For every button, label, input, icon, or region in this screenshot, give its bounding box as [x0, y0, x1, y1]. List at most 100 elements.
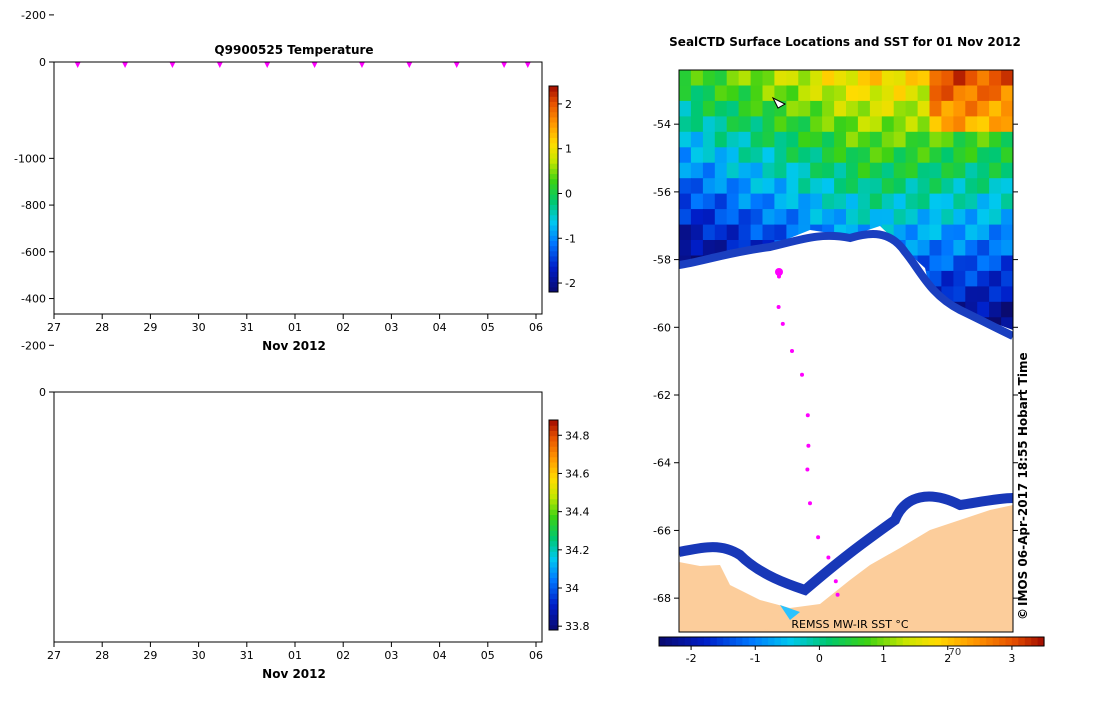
sst-cell: [846, 147, 859, 164]
sst-cell: [679, 209, 692, 226]
sst-cell: [690, 178, 704, 195]
sst-cell: [953, 178, 967, 195]
sst-colorbar-step: [973, 637, 981, 646]
sst-colorbar-step: [915, 637, 923, 646]
sst-cell: [834, 209, 847, 226]
sst-cell: [965, 178, 978, 195]
sst-cell: [798, 85, 811, 102]
sst-cell: [679, 193, 692, 210]
p2-colorbar-step: [549, 477, 558, 484]
sst-cell: [857, 131, 871, 149]
sst-cell: [810, 178, 823, 195]
sst-cell: [905, 178, 919, 195]
sst-cell: [774, 116, 788, 133]
sst-colorbar-step: [845, 637, 853, 646]
sst-cell: [1001, 317, 1013, 334]
p1-profile-marker: [406, 62, 413, 68]
sst-colorbar-step: [954, 637, 962, 646]
sst-colorbar-step: [729, 637, 737, 646]
sst-cell: [702, 209, 716, 226]
sst-cell: [1001, 209, 1013, 226]
sst-cell: [965, 270, 978, 288]
p2-colorbar-step: [549, 488, 558, 494]
sst-cell: [989, 224, 1002, 241]
sst-map-title: SealCTD Surface Locations and SST for 01…: [669, 35, 1021, 49]
salinity-plot-frame: [53, 391, 543, 643]
p2-colorbar-step: [549, 514, 558, 521]
p1-colorbar-step: [549, 219, 558, 226]
sst-cell: [702, 240, 716, 257]
sst-colorbar-step: [992, 637, 1000, 646]
sst-cell: [786, 131, 800, 149]
sst-cell: [917, 116, 931, 133]
lat-tick-label: -58: [653, 254, 671, 267]
sst-cell: [726, 85, 740, 102]
p1-colorbar-step: [549, 214, 558, 221]
sst-colorbar-step: [979, 637, 987, 646]
seal-track-point: [816, 535, 821, 540]
location-pointer-icon: [771, 96, 787, 109]
sst-cell: [881, 116, 895, 133]
sst-colorbar-step: [800, 637, 808, 646]
sst-cell: [690, 193, 704, 210]
sst-cell: [714, 147, 728, 164]
sst-cell: [929, 147, 943, 164]
sst-cell: [714, 131, 728, 149]
sst-cell: [774, 224, 788, 241]
sst-cell: [881, 100, 895, 118]
sst-cell: [679, 70, 692, 87]
sst-colorbar-step: [716, 637, 724, 646]
sst-cell: [834, 85, 847, 102]
sst-cell: [798, 70, 811, 87]
sst-cell: [738, 131, 752, 149]
salinity-x-axis: 27 28 29 30 31 01 02 03 04 05 06: [47, 642, 543, 662]
p1-profile-marker: [264, 62, 271, 68]
p2-x-tick-label: 02: [336, 649, 350, 662]
temperature-chart-title: Q9900525 Temperature: [214, 43, 373, 57]
p2-colorbar-step: [549, 462, 558, 468]
sst-cell: [929, 85, 943, 102]
sst-cell: [738, 162, 752, 179]
sst-cell: [977, 209, 990, 226]
sst-cell: [726, 178, 740, 195]
sst-cell: [953, 85, 967, 102]
sst-cell: [822, 131, 835, 149]
p1-colorbar-step: [549, 276, 558, 283]
sst-colorbar-tick-label: -2: [686, 652, 697, 665]
sst-cell: [869, 178, 883, 195]
sst-colorbar-step: [999, 637, 1007, 646]
sst-cell: [834, 162, 847, 179]
sst-cell: [834, 70, 847, 87]
sst-cell: [822, 85, 835, 102]
sst-colorbar-step: [736, 637, 743, 646]
sst-cell: [750, 147, 764, 164]
ice-edge-south: [679, 491, 1013, 596]
sst-cell: [857, 147, 871, 164]
sst-cell: [953, 70, 967, 87]
sst-colorbar-step: [934, 637, 942, 646]
ice-edge-north: [679, 230, 1013, 340]
sst-cell: [905, 116, 919, 133]
sst-cell: [714, 178, 728, 195]
p2-colorbar-step: [549, 582, 558, 589]
sst-cell: [750, 100, 764, 118]
sst-cell: [905, 224, 919, 241]
p1-colorbar-tick-label: 2: [565, 98, 572, 111]
p1-x-tick-label: 27: [47, 321, 61, 334]
sst-cell: [702, 178, 716, 195]
lat-tick-label: -64: [653, 457, 671, 470]
sst-source-label: REMSS MW-IR SST °C: [791, 618, 909, 631]
p2-colorbar-tick-label: 34.2: [565, 544, 590, 557]
sst-cell: [989, 147, 1002, 164]
sst-cell: [738, 70, 752, 87]
sst-cell: [1001, 301, 1013, 319]
p2-colorbar-step: [549, 456, 558, 463]
p1-colorbar-step: [549, 142, 558, 149]
sst-cell: [702, 100, 716, 118]
p2-y-tick-label: -400: [21, 293, 46, 306]
sst-cell: [929, 209, 943, 226]
p2-colorbar-step: [549, 614, 558, 620]
p1-colorbar-step: [549, 173, 558, 180]
sst-cell: [965, 116, 978, 133]
sst-cell: [846, 209, 859, 226]
